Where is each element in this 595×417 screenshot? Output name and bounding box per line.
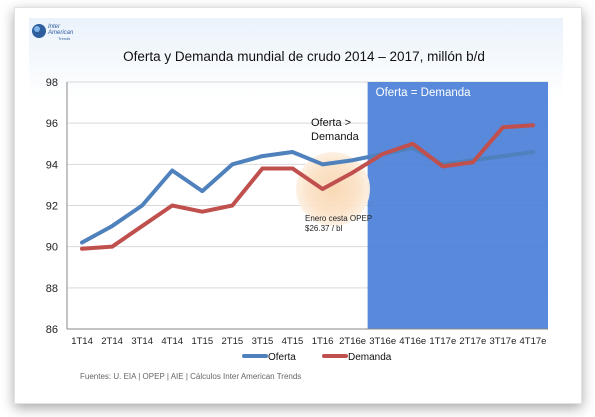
data-point-demanda	[440, 164, 445, 169]
x-tick-label: 1T15	[191, 336, 213, 347]
y-tick-label: 88	[46, 283, 58, 295]
data-point-oferta	[200, 189, 205, 193]
x-tick-label: 3T16e	[369, 336, 396, 347]
data-point-oferta	[320, 162, 325, 167]
y-tick-label: 86	[46, 324, 58, 336]
logo-text-line2: American	[47, 30, 74, 36]
source-note: Fuentes: U. EIA | OPEP | AIE | Cálculos …	[80, 372, 302, 381]
data-point-demanda	[290, 166, 295, 171]
x-tick-label: 3T15	[252, 336, 274, 347]
data-point-oferta	[531, 150, 535, 154]
series-line-demanda	[80, 123, 535, 251]
x-tick-label: 1T17e	[429, 336, 456, 347]
data-point-oferta	[230, 162, 235, 167]
data-point-oferta	[410, 146, 415, 150]
data-point-oferta	[80, 240, 84, 245]
series-line-oferta	[80, 145, 535, 245]
x-tick-label: 4T15	[282, 336, 304, 347]
chart-title: Oferta y Demanda mundial de crudo 2014 –…	[123, 49, 485, 64]
data-point-oferta	[350, 158, 355, 163]
highlight-label: Oferta = Demanda	[376, 87, 472, 99]
x-tick-label: 4T16e	[399, 336, 426, 347]
data-point-demanda	[380, 152, 385, 156]
y-tick-label: 94	[46, 159, 58, 171]
data-point-demanda	[501, 125, 505, 130]
x-tick-label: 2T17e	[459, 336, 486, 347]
x-tick-label: 3T14	[131, 336, 153, 347]
data-point-demanda	[320, 187, 325, 191]
x-tick-label: 4T17e	[520, 336, 547, 347]
data-point-oferta	[140, 203, 144, 208]
data-point-demanda	[260, 166, 265, 171]
data-point-oferta	[260, 154, 265, 158]
data-point-demanda	[80, 246, 84, 251]
x-tick-label: 3T17e	[489, 336, 516, 347]
data-point-demanda	[350, 170, 355, 175]
annotation-opec-basket-line1: Enero cesta OPEP	[305, 214, 372, 223]
x-tick-label: 2T15	[222, 336, 244, 347]
y-tick-label: 92	[46, 201, 58, 213]
inter-american-trends-logo: Inter American Trends	[32, 24, 74, 41]
legend-label-demanda: Demanda	[348, 352, 392, 363]
data-point-oferta	[290, 150, 295, 154]
data-point-oferta	[110, 224, 114, 228]
data-point-demanda	[140, 224, 144, 228]
data-point-demanda	[471, 160, 475, 165]
annotation-supply-gt-demand-line1: Oferta >	[311, 117, 351, 129]
x-tick-label: 2T16e	[339, 336, 366, 347]
y-tick-label: 98	[46, 77, 58, 89]
logo-text-line3: Trends	[58, 36, 70, 41]
data-point-demanda	[410, 141, 415, 146]
data-point-demanda	[531, 123, 535, 128]
x-tick-label: 1T16	[312, 336, 334, 347]
data-point-demanda	[110, 244, 114, 249]
highlight-band	[367, 82, 548, 329]
annotation-opec-basket-line2: $26.37 / bl	[305, 224, 343, 233]
data-point-demanda	[200, 209, 205, 214]
data-point-oferta	[170, 168, 175, 173]
y-tick-label: 90	[46, 242, 58, 254]
logo-text-line1: Inter	[48, 24, 61, 30]
annotation-bubble	[296, 152, 370, 226]
data-point-demanda	[170, 203, 175, 208]
data-point-oferta	[501, 154, 505, 158]
legend-label-oferta: Oferta	[268, 352, 296, 363]
x-tick-label: 1T14	[71, 336, 93, 347]
x-tick-label: 4T14	[161, 336, 183, 347]
data-point-demanda	[230, 203, 235, 208]
x-tick-label: 2T14	[101, 336, 123, 347]
y-tick-label: 96	[46, 118, 58, 130]
annotation-supply-gt-demand-line2: Demanda	[311, 131, 360, 143]
